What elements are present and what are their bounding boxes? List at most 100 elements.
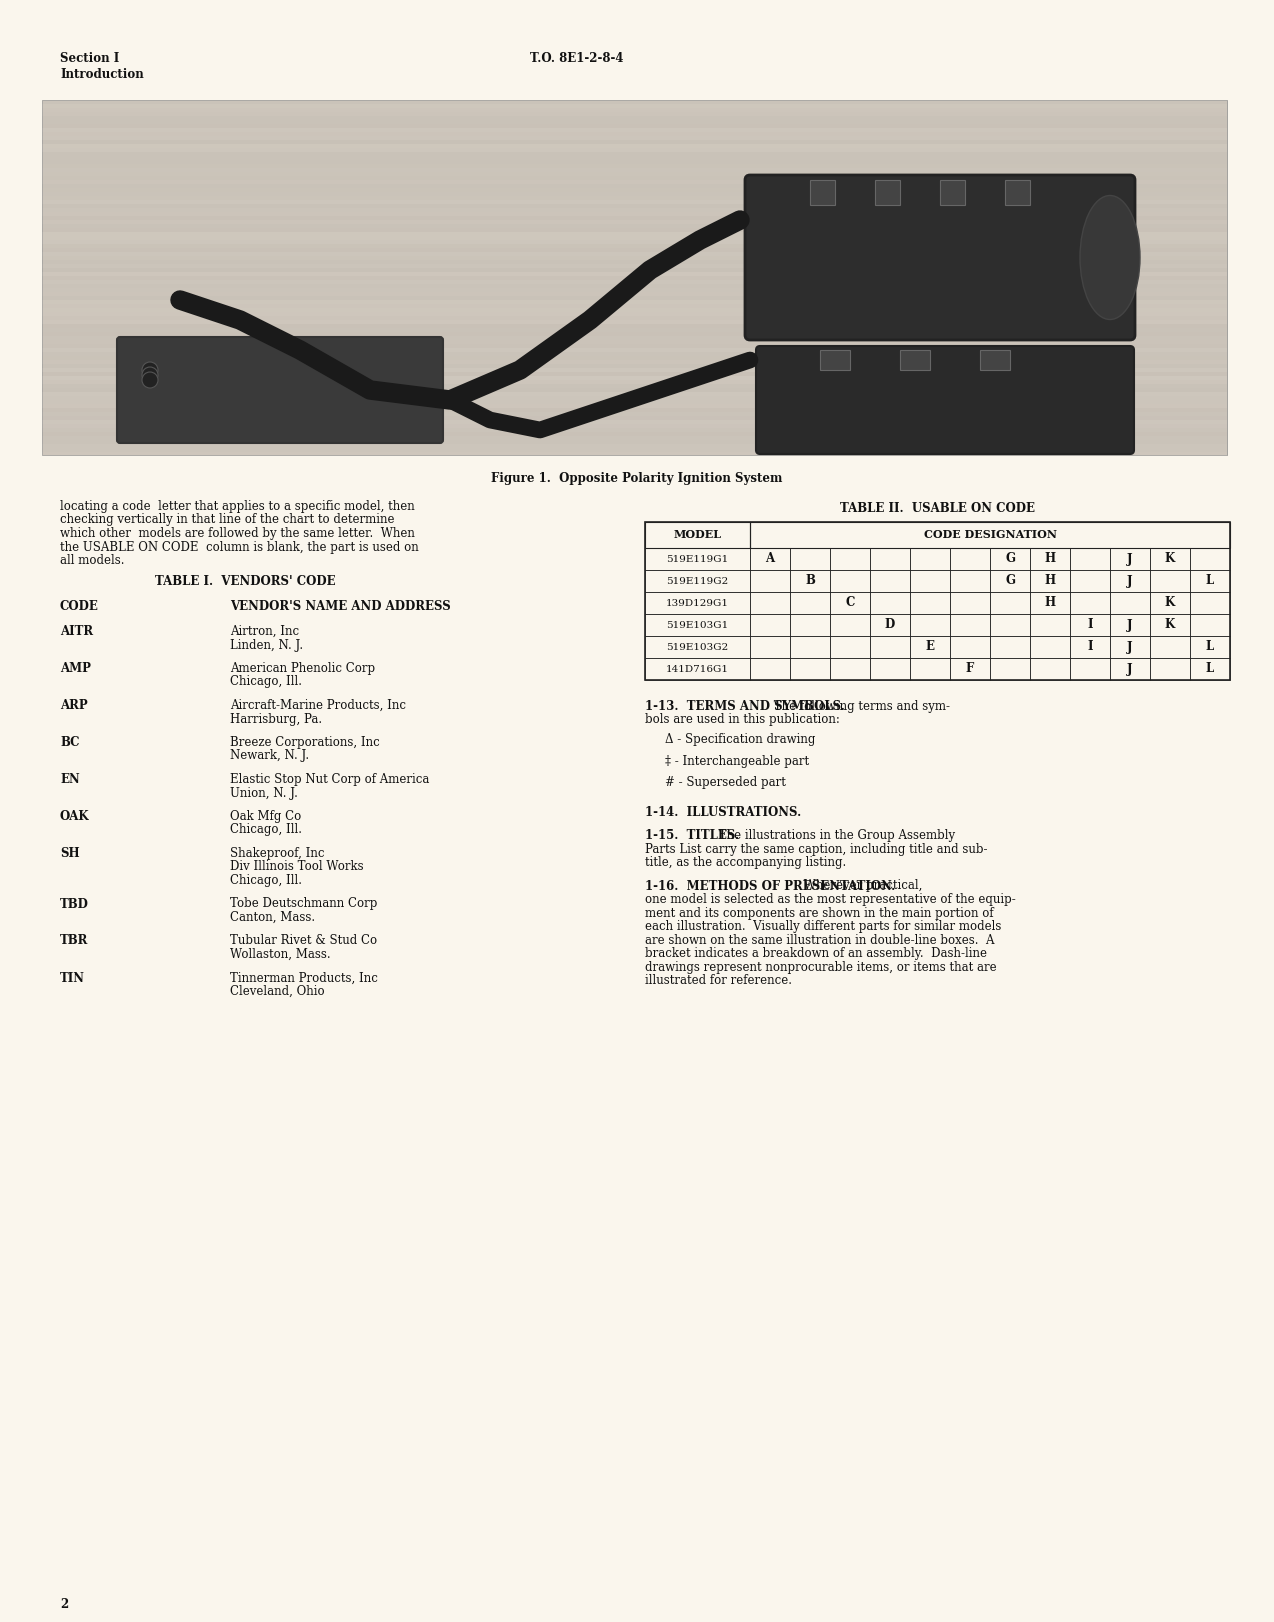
Bar bbox=[42, 436, 1227, 440]
Bar bbox=[829, 659, 870, 680]
Bar bbox=[42, 204, 1227, 208]
Bar bbox=[750, 569, 790, 592]
Bar bbox=[42, 188, 1227, 191]
Bar bbox=[950, 615, 990, 636]
Text: Oak Mfg Co: Oak Mfg Co bbox=[231, 809, 301, 822]
Text: Section I: Section I bbox=[60, 52, 120, 65]
Bar bbox=[1190, 548, 1229, 569]
Bar bbox=[1150, 548, 1190, 569]
Text: 1-13.  TERMS AND SYMBOLS.: 1-13. TERMS AND SYMBOLS. bbox=[645, 701, 845, 714]
Text: H: H bbox=[1045, 597, 1056, 610]
Bar bbox=[42, 300, 1227, 303]
Text: I: I bbox=[1087, 641, 1093, 654]
Bar bbox=[750, 548, 790, 569]
Text: 139D129G1: 139D129G1 bbox=[666, 599, 729, 608]
Text: D: D bbox=[885, 618, 896, 631]
Bar bbox=[750, 659, 790, 680]
Text: Cleveland, Ohio: Cleveland, Ohio bbox=[231, 985, 325, 998]
Text: Breeze Corporations, Inc: Breeze Corporations, Inc bbox=[231, 736, 380, 749]
Bar bbox=[1150, 659, 1190, 680]
Bar bbox=[750, 592, 790, 615]
Text: BC: BC bbox=[60, 736, 79, 749]
Bar bbox=[42, 123, 1227, 128]
Bar bbox=[42, 336, 1227, 341]
Text: K: K bbox=[1164, 618, 1175, 631]
Bar bbox=[42, 148, 1227, 152]
Text: A: A bbox=[766, 553, 775, 566]
Text: VENDOR'S NAME AND ADDRESS: VENDOR'S NAME AND ADDRESS bbox=[231, 600, 451, 613]
Bar bbox=[42, 243, 1227, 248]
Bar bbox=[42, 344, 1227, 349]
Bar bbox=[1029, 592, 1070, 615]
Bar bbox=[910, 569, 950, 592]
Bar bbox=[870, 636, 910, 659]
Text: 2: 2 bbox=[60, 1598, 69, 1611]
Bar bbox=[645, 592, 750, 615]
Text: bracket indicates a breakdown of an assembly.  Dash-line: bracket indicates a breakdown of an asse… bbox=[645, 947, 987, 960]
Bar bbox=[790, 615, 829, 636]
Bar bbox=[42, 341, 1227, 344]
Bar bbox=[645, 569, 750, 592]
Bar bbox=[1070, 548, 1110, 569]
Bar bbox=[1190, 615, 1229, 636]
Text: # - Superseded part: # - Superseded part bbox=[665, 775, 786, 788]
Text: Div Illinois Tool Works: Div Illinois Tool Works bbox=[231, 861, 363, 874]
Text: J: J bbox=[1127, 618, 1133, 631]
Bar bbox=[1070, 636, 1110, 659]
Bar bbox=[950, 548, 990, 569]
Bar bbox=[42, 264, 1227, 268]
Bar bbox=[42, 268, 1227, 272]
Bar bbox=[42, 128, 1227, 131]
Text: Union, N. J.: Union, N. J. bbox=[231, 787, 298, 800]
Text: ‡ - Interchangeable part: ‡ - Interchangeable part bbox=[665, 754, 809, 767]
Text: Parts List carry the same caption, including title and sub-: Parts List carry the same caption, inclu… bbox=[645, 842, 987, 855]
Bar bbox=[1005, 180, 1029, 204]
Bar bbox=[940, 180, 964, 204]
Text: The following terms and sym-: The following terms and sym- bbox=[769, 701, 950, 714]
Text: J: J bbox=[1127, 641, 1133, 654]
Circle shape bbox=[141, 371, 158, 388]
Bar bbox=[42, 229, 1227, 232]
Circle shape bbox=[141, 362, 158, 378]
Bar bbox=[1190, 569, 1229, 592]
Text: T.O. 8E1-2-8-4: T.O. 8E1-2-8-4 bbox=[530, 52, 623, 65]
Bar bbox=[875, 180, 899, 204]
Bar bbox=[1150, 615, 1190, 636]
Bar bbox=[42, 216, 1227, 221]
Bar bbox=[42, 136, 1227, 139]
Bar bbox=[42, 352, 1227, 355]
Bar bbox=[42, 415, 1227, 420]
Text: G: G bbox=[1005, 553, 1015, 566]
Text: CODE: CODE bbox=[60, 600, 99, 613]
Bar bbox=[42, 156, 1227, 161]
Bar bbox=[910, 636, 950, 659]
Bar bbox=[42, 355, 1227, 360]
Bar bbox=[820, 350, 850, 370]
Bar bbox=[910, 659, 950, 680]
Bar bbox=[42, 191, 1227, 196]
Bar bbox=[42, 311, 1227, 316]
Bar bbox=[645, 522, 1229, 680]
Bar bbox=[810, 180, 834, 204]
Bar bbox=[42, 320, 1227, 324]
Bar bbox=[829, 569, 870, 592]
Bar bbox=[42, 393, 1227, 396]
Bar bbox=[750, 615, 790, 636]
Text: 519E103G1: 519E103G1 bbox=[666, 621, 729, 629]
Text: J: J bbox=[1127, 553, 1133, 566]
Text: SH: SH bbox=[60, 847, 79, 860]
Text: Newark, N. J.: Newark, N. J. bbox=[231, 749, 310, 762]
Bar bbox=[645, 636, 750, 659]
Bar bbox=[42, 131, 1227, 136]
Text: B: B bbox=[805, 574, 815, 587]
Text: AITR: AITR bbox=[60, 624, 93, 637]
Bar bbox=[42, 144, 1227, 148]
Bar bbox=[870, 659, 910, 680]
Bar bbox=[42, 371, 1227, 376]
Bar bbox=[645, 615, 750, 636]
Bar bbox=[42, 448, 1227, 453]
Text: H: H bbox=[1045, 574, 1056, 587]
Bar bbox=[42, 440, 1227, 444]
Bar bbox=[1029, 548, 1070, 569]
Bar bbox=[1110, 569, 1150, 592]
